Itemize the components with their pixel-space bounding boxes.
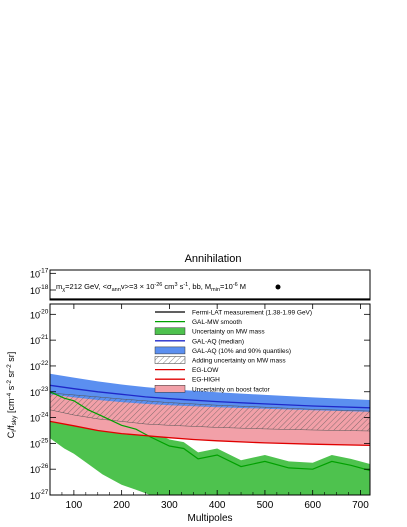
- y-tick-label: 10: [30, 362, 40, 372]
- gal-mw-smooth-line: [50, 391, 370, 472]
- mw-mass-hatched-band: [50, 392, 370, 432]
- mw-mass-uncertainty-band: [50, 384, 370, 495]
- gal-aq-median-line: [50, 384, 370, 409]
- legend-label: EG-HIGH: [192, 377, 220, 384]
- y-tick-label: 10: [30, 310, 40, 320]
- x-tick-label: 200: [113, 500, 130, 511]
- legend-fill-swatch: [154, 327, 186, 335]
- y-tick-label: 10: [30, 439, 40, 449]
- y-tick-exponent: -25: [39, 437, 49, 444]
- y-tick-exponent: -20: [39, 308, 49, 315]
- top-y-tick-exponent: -17: [39, 267, 49, 274]
- x-tick-label: 400: [209, 500, 226, 511]
- legend-fill-swatch: [154, 385, 186, 393]
- x-tick-label: 500: [257, 500, 274, 511]
- x-tick-label: 100: [66, 500, 83, 511]
- y-tick-exponent: -24: [39, 412, 49, 419]
- top-y-tick-label: 10: [30, 286, 40, 296]
- top-panel: mχ=212 GeV, <σannv>=3 × 10-26 cm3 s-1, b…: [30, 267, 371, 301]
- y-tick-exponent: -23: [39, 386, 49, 393]
- legend-hatch-swatch: [154, 356, 186, 364]
- top-y-tick-exponent: -18: [39, 284, 49, 291]
- top-panel-frame: [49, 269, 371, 301]
- legend-label: EG-LOW: [192, 367, 219, 374]
- main-panel: 100 200 300 400 500 600 70010-2710-2610-2510-2…: [6, 303, 371, 524]
- y-tick-exponent: -26: [39, 463, 49, 470]
- eg-low-line: [50, 420, 370, 447]
- y-tick-label: 10: [30, 491, 40, 501]
- x-axis-label: Multipoles: [187, 513, 232, 524]
- legend-label: GAL-AQ (median): [192, 338, 244, 345]
- sun-symbol-icon: [275, 284, 281, 290]
- legend-label: GAL-MW smooth: [192, 319, 242, 326]
- legend-label: Uncertainty on boost factor: [192, 386, 271, 393]
- legend-label: GAL-AQ (10% and 90% quantiles): [192, 348, 291, 355]
- y-tick-label: 10: [30, 388, 40, 398]
- top-y-tick-label: 10: [30, 269, 40, 279]
- y-tick-label: 10: [30, 414, 40, 424]
- legend-label: Adding uncertainty on MW mass: [192, 358, 286, 365]
- legend-label: Uncertainty on MW mass: [192, 329, 265, 336]
- annotation-text: mχ=212 GeV, <σannv>=3 × 10-26 cm3 s-1, b…: [56, 282, 246, 293]
- y-tick-exponent: -21: [39, 334, 49, 341]
- legend-label: Fermi-LAT measurement (1.38-1.99 GeV): [192, 310, 312, 317]
- x-tick-label: 300: [161, 500, 178, 511]
- x-tick-label: 700: [352, 500, 369, 511]
- y-axis-label: Cl/fsky [cm-4 s-2 sr-2 sr]: [6, 352, 18, 439]
- y-tick-label: 10: [30, 465, 40, 475]
- x-tick-label: 600: [304, 500, 321, 511]
- y-tick-label: 10: [30, 336, 40, 346]
- y-tick-exponent: -27: [39, 489, 49, 496]
- y-tick-exponent: -22: [39, 360, 49, 367]
- plot-frame: [49, 303, 371, 496]
- chart-title: Annihilation: [185, 253, 242, 265]
- legend: Fermi-LAT measurement (1.38-1.99 GeV) GAL…: [154, 310, 312, 393]
- legend-fill-swatch: [154, 346, 186, 355]
